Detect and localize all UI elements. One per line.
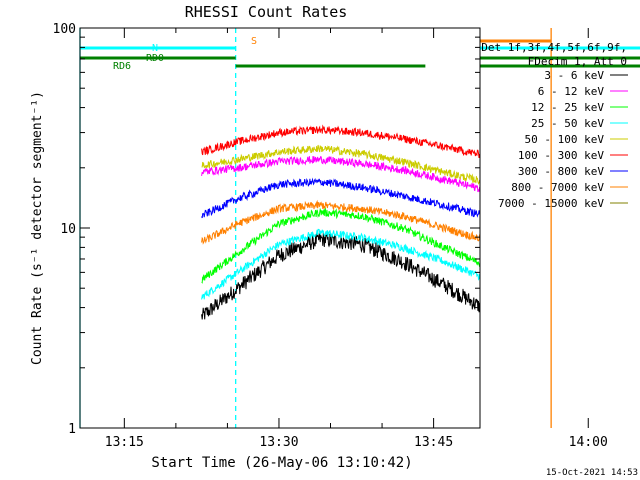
series-layer: [201, 124, 551, 338]
legend-label-3-6-kev: 3 - 6 keV: [544, 69, 604, 82]
y-tick-label-1: 1: [68, 422, 76, 437]
legend-label-50-100-kev: 50 - 100 keV: [525, 133, 605, 146]
series-line-12-25-kev-1: [201, 207, 480, 284]
series-spike-3-6-kev: [549, 303, 551, 338]
legend-label-7000-15000-kev: 7000 - 15000 keV: [498, 197, 604, 210]
y-axis-label: Count Rate (s⁻¹ detector segment⁻¹): [30, 91, 45, 365]
flag-label-s: S: [251, 36, 257, 47]
legend-header-2: FDecim 1, Att 0: [528, 55, 627, 68]
series-spike-25-50-kev: [549, 253, 551, 288]
series-line-50-100-kev-1: [201, 144, 480, 185]
chart-title: RHESSI Count Rates: [185, 3, 348, 21]
x-tick-label-1400: 14:00: [569, 435, 608, 450]
y-tick-label-10: 10: [60, 222, 76, 237]
x-tick-label-1345: 13:45: [414, 435, 453, 450]
series-line-300-800-kev-1: [201, 177, 480, 219]
flag-label-rd0: RD0: [146, 53, 164, 64]
legend-label-300-800-kev: 300 - 800 keV: [518, 165, 604, 178]
timestamp: 15-Oct-2021 14:53: [546, 468, 638, 478]
legend-header-1: Det 1f,3f,4f,5f,6f,9f,: [481, 41, 627, 54]
flag-label-rd6: RD6: [113, 61, 131, 72]
plot-frame: [79, 27, 481, 429]
series-line-100-300-kev-1: [201, 124, 480, 160]
series-spike-800-7000-kev: [549, 207, 551, 242]
series-line-6-12-kev-1: [201, 155, 480, 193]
legend-label-6-12-kev: 6 - 12 keV: [538, 85, 605, 98]
series-line-25-50-kev-1: [201, 228, 480, 300]
legend-label-12-25-kev: 12 - 25 keV: [531, 101, 604, 114]
legend-label-800-7000-kev: 800 - 7000 keV: [511, 181, 604, 194]
flag-label-n: N: [152, 43, 158, 54]
y-tick-label-100: 100: [53, 22, 76, 37]
x-tick-label-1315: 13:15: [105, 435, 144, 450]
series-line-3-6-kev-1: [201, 232, 480, 320]
x-tick-label-1330: 13:30: [259, 435, 298, 450]
series-line-800-7000-kev-1: [201, 199, 480, 245]
legend-label-100-300-kev: 100 - 300 keV: [518, 149, 604, 162]
legend-label-25-50-kev: 25 - 50 keV: [531, 117, 604, 130]
axes-layer: 11010013:1513:3013:4514:0014:1514:3014:4…: [53, 22, 608, 450]
legend: Det 1f,3f,4f,5f,6f,9f,FDecim 1, Att 03 -…: [481, 41, 628, 210]
x-axis-label: Start Time (26-May-06 13:10:42): [151, 455, 412, 471]
